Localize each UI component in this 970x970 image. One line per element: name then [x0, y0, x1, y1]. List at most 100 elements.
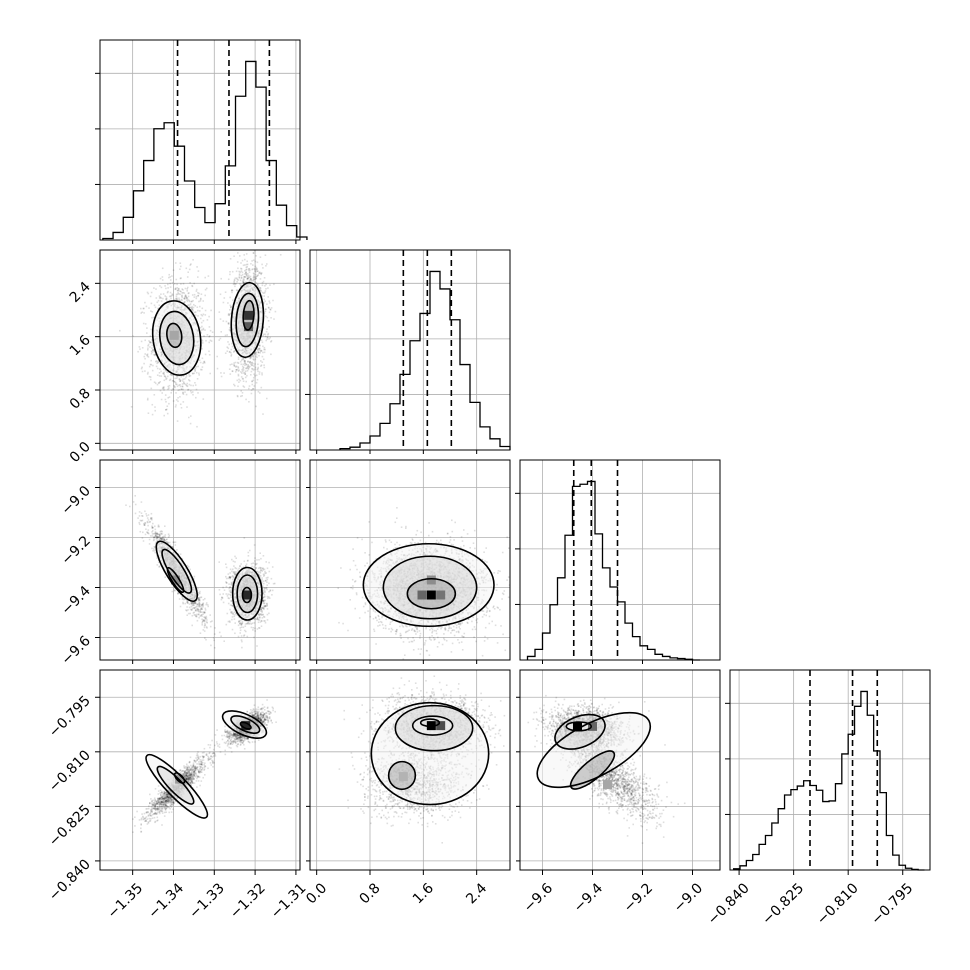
x-tick-label: 2.4 — [463, 880, 490, 907]
x-tick-label: −9.2 — [621, 880, 656, 915]
density-peak — [244, 310, 254, 320]
contour-fill — [537, 712, 651, 788]
contour-fill — [162, 549, 192, 594]
contour-line — [406, 577, 457, 610]
contour-line — [382, 555, 478, 620]
joint-panel-1-0 — [99, 249, 301, 451]
y-tick-label: 2.4 — [67, 279, 94, 306]
contour-fill — [570, 751, 615, 789]
contour-line — [394, 704, 474, 752]
panel-frame — [309, 669, 511, 871]
x-tick-label: −1.33 — [186, 880, 228, 922]
density-peak — [573, 721, 582, 731]
density-peak — [171, 575, 181, 585]
histogram-step — [339, 270, 511, 450]
joint-panel-2-0 — [99, 459, 301, 661]
contour-line — [166, 322, 183, 349]
contour-line — [241, 586, 253, 604]
x-tick-label: −1.35 — [105, 880, 147, 922]
contour-line — [565, 721, 593, 732]
contour-line — [158, 310, 195, 366]
y-tick-label: −9.0 — [58, 483, 93, 518]
density-peak — [244, 322, 254, 332]
x-tick-label: 0.8 — [357, 880, 384, 907]
y-tick-label: −0.810 — [46, 747, 94, 795]
contour-line — [387, 760, 417, 791]
x-tick-label: −9.0 — [671, 880, 706, 915]
contour-line — [231, 566, 263, 621]
x-tick-label: 1.6 — [410, 880, 437, 907]
joint-content — [338, 675, 506, 844]
y-tick-label: −0.825 — [46, 802, 94, 850]
panel-frame — [99, 249, 301, 451]
panel-frame — [519, 669, 721, 871]
x-tick-label: −9.4 — [571, 880, 606, 915]
density-peak — [588, 721, 597, 731]
contour-line — [230, 281, 265, 359]
contour-line — [235, 292, 260, 348]
density-peak — [242, 590, 252, 600]
contour-line — [370, 701, 490, 806]
contour-line — [362, 542, 495, 628]
joint-content — [119, 250, 282, 428]
density-peak — [436, 721, 446, 731]
joint-panel-3-2 — [519, 669, 721, 871]
histogram-panel-0 — [95, 39, 308, 241]
joint-panel-2-1 — [309, 459, 511, 661]
contour-line — [230, 715, 261, 734]
joint-content — [337, 507, 510, 660]
contour-line — [419, 718, 441, 728]
histogram-panel-2 — [515, 459, 721, 661]
y-tick-label: −9.2 — [58, 533, 93, 568]
contour-line — [155, 540, 198, 602]
histogram-step — [102, 60, 308, 240]
contour-line — [236, 574, 259, 614]
density-peak — [398, 772, 408, 782]
joint-content — [125, 495, 276, 649]
density-peak — [603, 780, 612, 790]
density-peak — [417, 590, 427, 600]
x-tick-label: −1.31 — [268, 880, 310, 922]
contour-line — [242, 299, 255, 331]
x-tick-label: −0.825 — [759, 880, 807, 928]
y-tick-label: 0.0 — [67, 439, 94, 466]
density-peak — [436, 590, 446, 600]
histogram-panel-1 — [305, 249, 511, 451]
contour-line — [161, 548, 193, 594]
y-tick-label: 0.8 — [67, 386, 94, 413]
contour-line — [569, 750, 616, 790]
density-contours — [145, 710, 268, 819]
joint-content — [527, 694, 686, 844]
contour-line — [166, 566, 185, 594]
x-tick-label: −0.810 — [814, 880, 862, 928]
contour-line — [221, 710, 268, 739]
density-contours — [155, 540, 263, 621]
histogram-step — [526, 480, 700, 661]
contour-line — [239, 721, 252, 730]
joint-content — [132, 699, 277, 833]
density-contours — [536, 711, 652, 790]
panel-frame — [309, 249, 511, 451]
density-peak — [426, 590, 436, 600]
y-tick-label: −0.840 — [46, 856, 94, 904]
histogram-step — [732, 690, 925, 871]
joint-panel-3-1 — [309, 669, 511, 871]
contour-line — [173, 772, 186, 784]
density-peak — [426, 575, 436, 585]
contour-line — [156, 765, 195, 805]
histogram-panel-3 — [725, 669, 931, 871]
contour-line — [536, 711, 652, 789]
panel-frame — [99, 669, 301, 871]
y-tick-label: 1.6 — [67, 332, 94, 359]
density-peak — [169, 330, 179, 340]
x-tick-label: −9.6 — [521, 880, 556, 915]
contour-line — [554, 713, 606, 750]
panel-frame — [99, 459, 301, 661]
y-tick-label: −0.795 — [46, 693, 94, 741]
density-peak — [241, 721, 251, 731]
panel-frame — [99, 39, 301, 241]
contour-line — [151, 300, 202, 376]
x-tick-label: −1.32 — [227, 880, 269, 922]
panel-frame — [309, 459, 511, 661]
